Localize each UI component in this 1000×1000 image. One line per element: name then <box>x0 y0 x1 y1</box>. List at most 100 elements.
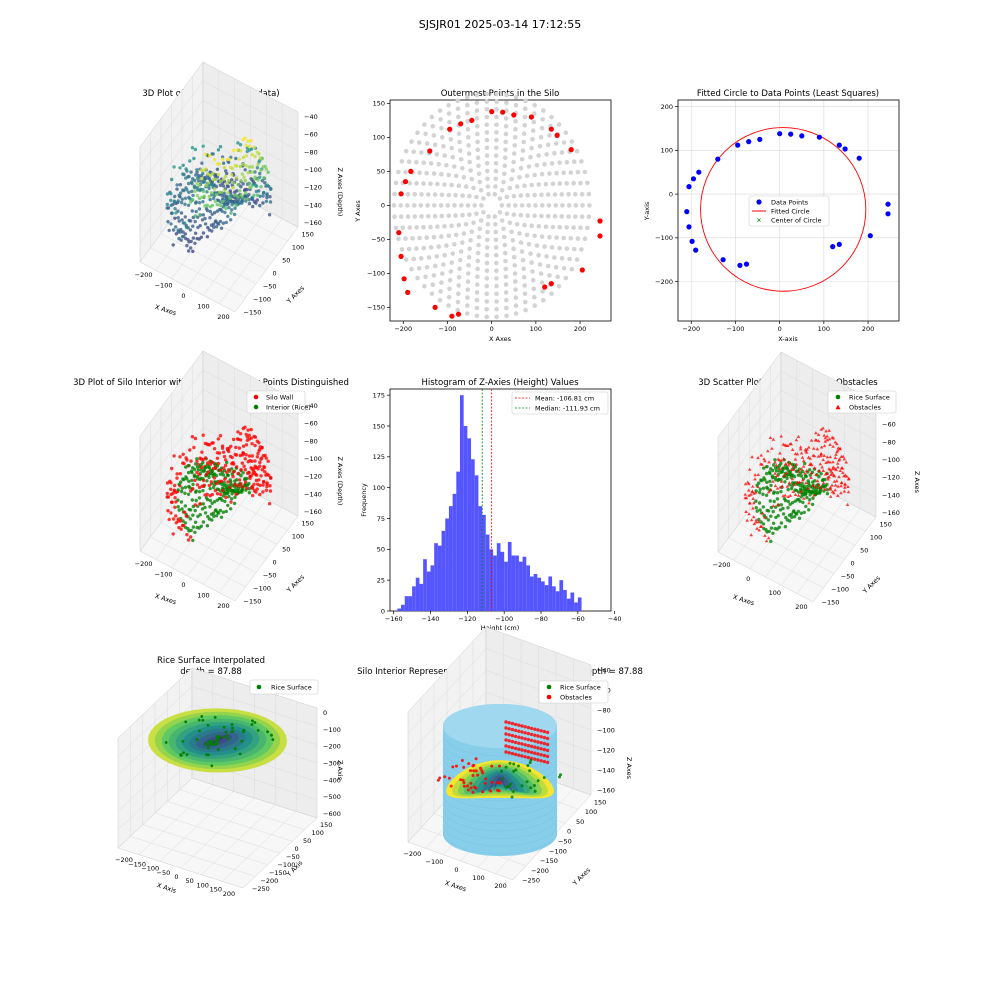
p2-gray-point <box>417 235 422 241</box>
p1-data-point <box>177 219 181 223</box>
p2-gray-point <box>539 280 545 285</box>
p6-obstacle-point <box>826 475 830 479</box>
p2-gray-point <box>455 106 461 112</box>
p6-data-point <box>783 498 788 503</box>
p2-gray-point <box>484 107 490 112</box>
p2-gray-point <box>453 232 459 238</box>
p2-gray-point <box>509 229 514 234</box>
p1-data-point <box>224 198 228 202</box>
p4-data-point <box>170 500 174 504</box>
p4-ytick: 150 <box>301 519 313 527</box>
p1-data-point <box>188 219 193 223</box>
p2-gray-point <box>444 243 449 248</box>
p6-obstacle-point <box>844 460 848 464</box>
p4-data-point <box>236 487 241 491</box>
p1-data-point <box>247 165 252 169</box>
p4-data-point <box>180 523 185 528</box>
p6-obstacle-point <box>799 467 804 471</box>
p4-data-point <box>235 437 240 441</box>
p6-data-point <box>761 486 766 490</box>
p3-data-point <box>885 211 891 217</box>
p2-gray-point <box>493 222 498 227</box>
p6-obstacle-point <box>771 504 776 508</box>
p2-gray-point <box>484 114 490 120</box>
p6-data-point <box>802 510 806 515</box>
p2-gray-point <box>564 225 569 230</box>
p1-data-point <box>259 168 263 172</box>
p1-data-point <box>184 236 188 241</box>
p4-data-point <box>254 472 258 477</box>
p1-xtick: 0 <box>181 292 185 300</box>
p7-rice-point <box>206 746 210 750</box>
p6-obstacle-point <box>800 455 805 459</box>
p6-ztick: −80 <box>882 438 896 446</box>
p1-ztick: −60 <box>304 131 318 139</box>
p7-xtick: 200 <box>223 890 235 898</box>
p7-ytick: 50 <box>303 837 311 845</box>
p6-obstacle-point <box>750 484 755 488</box>
p2-gray-point <box>578 225 583 230</box>
p6-obstacle-point <box>838 468 843 472</box>
p5-hist-bar <box>434 543 438 611</box>
p8-data-point <box>511 790 515 793</box>
p6-obstacle-point <box>759 462 763 466</box>
p6-obstacle-point <box>753 477 757 481</box>
p4-data-point <box>178 455 182 459</box>
p4-data-point <box>209 512 214 516</box>
p2-ytick: −100 <box>367 270 385 278</box>
p2-gray-point <box>446 294 452 300</box>
p4-data-point <box>195 470 199 475</box>
p8-obstacle-point <box>539 729 543 733</box>
p6-data-point <box>765 480 769 484</box>
p8-obstacle-point <box>517 747 521 751</box>
p2-gray-point <box>434 152 440 157</box>
p6-obstacle-point <box>777 466 782 470</box>
p3-xtick: 200 <box>862 325 874 333</box>
p1-data-point <box>214 192 219 197</box>
p1-data-point <box>189 246 193 250</box>
p6-data-point <box>766 518 771 522</box>
p2-gray-point <box>587 203 592 208</box>
p2-gray-point <box>501 226 506 232</box>
p6-data-point <box>792 515 797 519</box>
p4-data-point <box>251 493 255 498</box>
p6-obstacle-point <box>828 455 833 459</box>
p2-gray-point <box>484 299 490 304</box>
p6-obstacle-point <box>832 479 837 483</box>
p2-gray-point <box>545 263 551 269</box>
p7-ztick: −400 <box>323 776 341 784</box>
p4-data-point <box>246 428 250 432</box>
p5-hist-bar <box>533 574 538 611</box>
p2-title: Outermost Points in the Silo <box>441 89 560 99</box>
p8-obstacle-point <box>545 742 550 747</box>
p2-gray-point <box>539 125 545 131</box>
p6-obstacle-point <box>821 468 826 472</box>
p2-gray-point <box>415 275 420 281</box>
p2-gray-point <box>446 172 452 178</box>
p4-data-point <box>259 474 263 478</box>
p2-gray-point <box>503 139 509 145</box>
p1-data-point <box>193 147 198 152</box>
p2-gray-point <box>549 245 555 250</box>
p1-data-point <box>247 144 251 148</box>
p2-outer-point <box>396 230 402 236</box>
p2-gray-point <box>557 181 563 186</box>
p6-obstacle-point <box>779 479 784 483</box>
p4-zlabel: Z Axes (Depth) <box>336 457 344 506</box>
p2-gray-point <box>484 130 490 135</box>
p6-data-point <box>757 490 762 495</box>
p1-data-point <box>200 195 204 199</box>
p2-gray-point <box>549 114 554 120</box>
p4-data-point <box>253 459 257 463</box>
p2-gray-point <box>520 148 526 153</box>
p4-ztick: −40 <box>304 402 318 410</box>
p4-ztick: −100 <box>304 455 322 463</box>
p4-data-point <box>173 496 177 500</box>
p5-xlabel: Height (cm) <box>481 624 520 632</box>
p6-obstacle-point <box>835 442 839 446</box>
p4-data-point <box>250 454 254 458</box>
p4-data-point <box>171 532 175 536</box>
p4-data-point <box>174 514 178 518</box>
p2-gray-point <box>392 214 397 219</box>
p2-gray-point <box>465 295 470 300</box>
